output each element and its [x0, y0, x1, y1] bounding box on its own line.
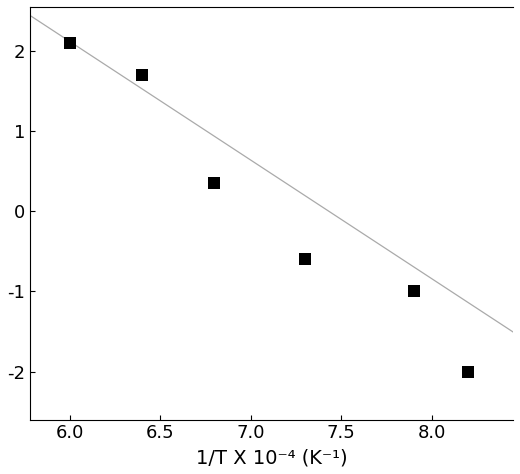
X-axis label: 1/T X 10⁻⁴ (K⁻¹): 1/T X 10⁻⁴ (K⁻¹) — [196, 448, 347, 467]
Point — [66, 39, 74, 47]
Point — [464, 368, 472, 375]
Point — [138, 71, 146, 79]
Point — [210, 180, 218, 187]
Point — [409, 288, 418, 295]
Point — [301, 255, 309, 263]
